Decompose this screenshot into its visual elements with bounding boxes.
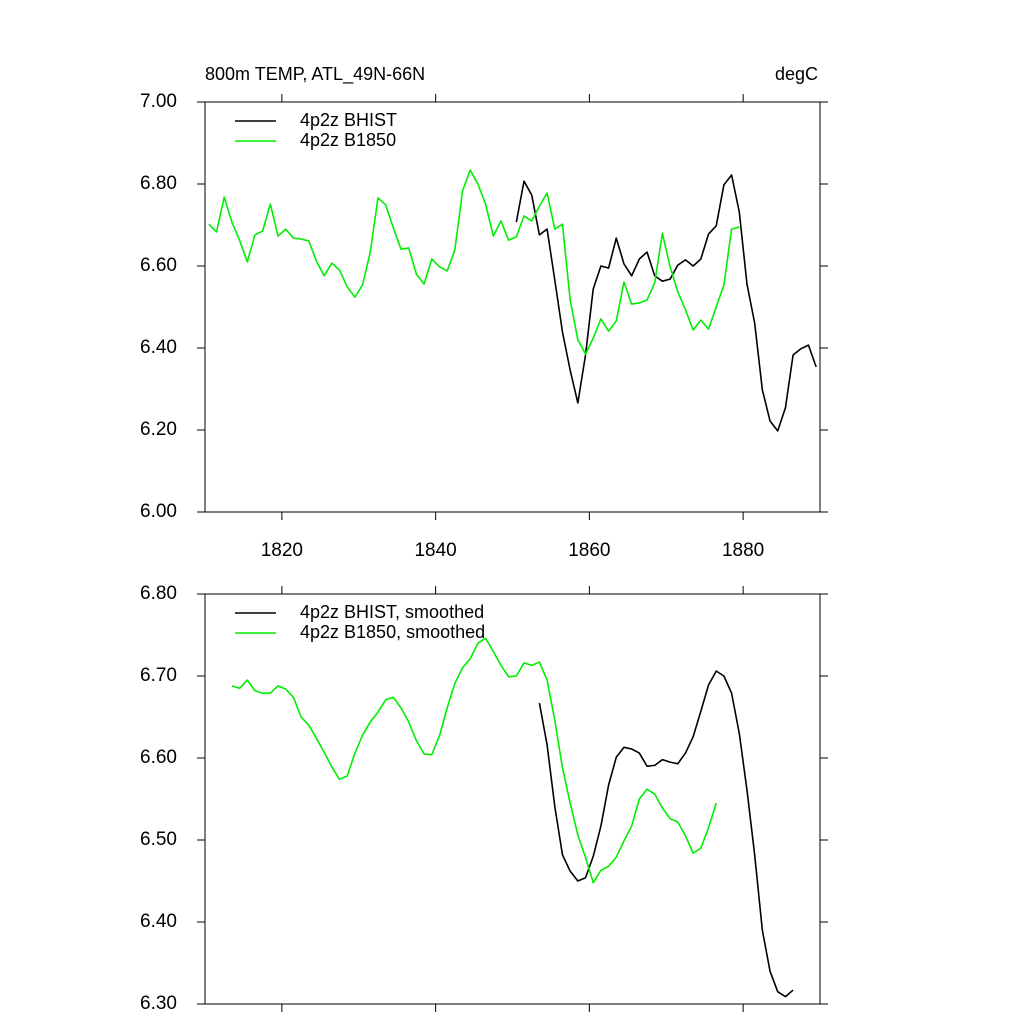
plot-frame [204, 593, 821, 1005]
y-tick-label: 6.00 [140, 501, 177, 522]
legend-label: 4p2z BHIST, smoothed [300, 602, 484, 622]
y-tick-label: 7.00 [140, 91, 177, 112]
y-tick-label: 6.80 [140, 173, 177, 194]
legend-label: 4p2z B1850, smoothed [300, 622, 485, 642]
x-tick-label: 1860 [568, 540, 610, 561]
x-tick-label: 1840 [414, 540, 456, 561]
y-tick-label: 6.50 [140, 829, 177, 850]
y-tick-label: 6.60 [140, 255, 177, 276]
y-tick-label: 6.40 [140, 337, 177, 358]
plot-frame [204, 101, 821, 513]
chart-title: 800m TEMP, ATL_49N-66N [205, 64, 425, 85]
y-tick-label: 6.30 [140, 993, 177, 1014]
series-line [538, 670, 794, 998]
series-line [231, 637, 717, 884]
series-line [208, 169, 740, 355]
units-label: degC [775, 64, 818, 84]
y-tick-label: 6.60 [140, 747, 177, 768]
series-line [515, 174, 817, 432]
x-tick-label: 1820 [261, 540, 303, 561]
x-tick-label: 1880 [722, 540, 764, 561]
y-tick-label: 6.70 [140, 665, 177, 686]
legend-label: 4p2z BHIST [300, 110, 397, 130]
y-tick-label: 6.80 [140, 583, 177, 604]
y-tick-label: 6.40 [140, 911, 177, 932]
y-tick-label: 6.20 [140, 419, 177, 440]
legend-label: 4p2z B1850 [300, 130, 396, 150]
